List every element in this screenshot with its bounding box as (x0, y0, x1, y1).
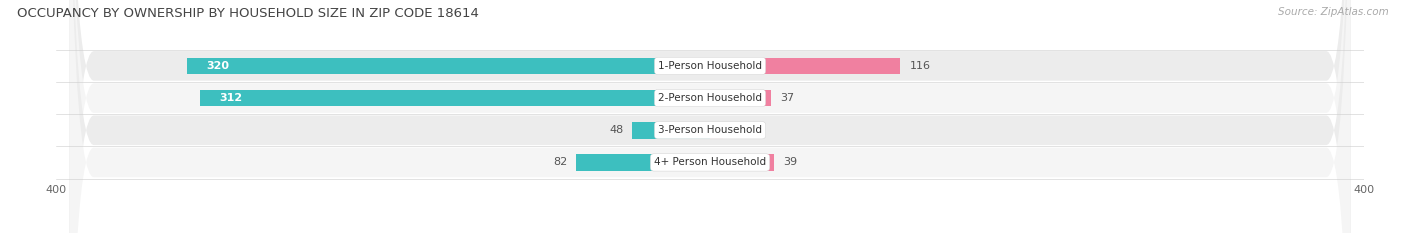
Text: 2-Person Household: 2-Person Household (658, 93, 762, 103)
Text: OCCUPANCY BY OWNERSHIP BY HOUSEHOLD SIZE IN ZIP CODE 18614: OCCUPANCY BY OWNERSHIP BY HOUSEHOLD SIZE… (17, 7, 479, 20)
Text: 312: 312 (219, 93, 243, 103)
Bar (710, 58, 900, 74)
Text: 48: 48 (609, 125, 623, 135)
Text: 116: 116 (910, 61, 931, 71)
Text: Source: ZipAtlas.com: Source: ZipAtlas.com (1278, 7, 1389, 17)
Bar (200, 90, 710, 106)
Bar (710, 90, 770, 106)
Text: 39: 39 (783, 158, 797, 168)
Bar (710, 122, 723, 139)
Bar (710, 154, 773, 171)
Text: 82: 82 (554, 158, 568, 168)
Text: 8: 8 (733, 125, 740, 135)
FancyBboxPatch shape (69, 0, 1351, 233)
Bar (576, 154, 710, 171)
FancyBboxPatch shape (69, 0, 1351, 233)
Text: 37: 37 (780, 93, 794, 103)
Text: 3-Person Household: 3-Person Household (658, 125, 762, 135)
Bar (187, 58, 710, 74)
Text: 4+ Person Household: 4+ Person Household (654, 158, 766, 168)
FancyBboxPatch shape (69, 0, 1351, 233)
Text: 1-Person Household: 1-Person Household (658, 61, 762, 71)
Text: 320: 320 (207, 61, 229, 71)
Bar (631, 122, 710, 139)
FancyBboxPatch shape (69, 0, 1351, 233)
